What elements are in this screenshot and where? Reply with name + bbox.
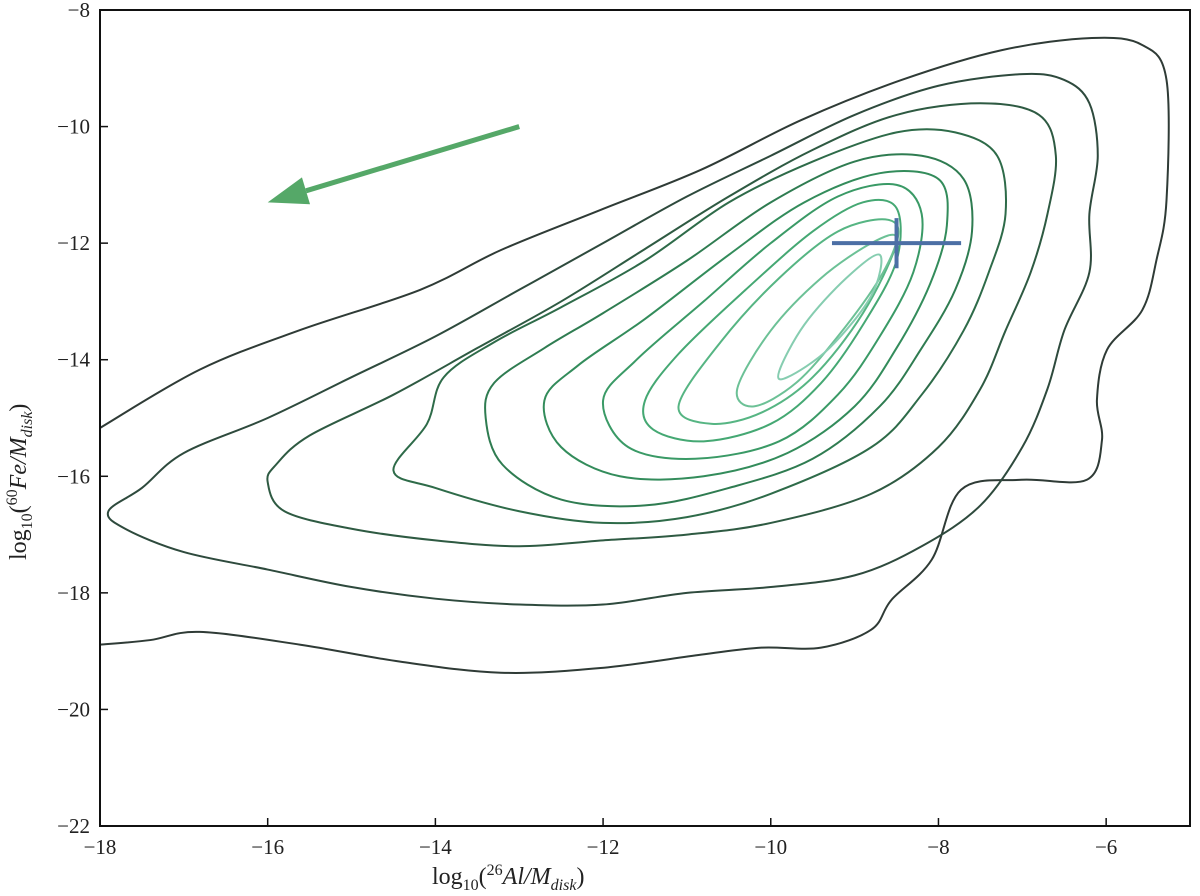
x-label-part: log: [432, 864, 463, 890]
contour-line: [484, 153, 974, 508]
contour-line: [777, 253, 883, 381]
y-label-part: ): [6, 404, 32, 412]
contour-line: [106, 72, 1099, 607]
y-tick-label: −18: [57, 581, 90, 605]
arrow-head: [267, 177, 311, 205]
y-label-part: disk: [19, 411, 36, 438]
x-label-part: Al/M: [501, 864, 553, 890]
contour-line: [99, 36, 1170, 674]
y-label-part: (: [6, 505, 32, 513]
y-tick-label: −14: [57, 348, 90, 372]
x-label-part: ): [576, 864, 584, 890]
y-axis-label: log10(60Fe/Mdisk): [4, 404, 36, 560]
plot-layer: [99, 36, 1170, 674]
x-tick-label: −10: [754, 835, 787, 859]
x-tick-label: −18: [84, 835, 117, 859]
y-tick-label: −12: [57, 231, 90, 255]
x-tick-label: −16: [251, 835, 284, 859]
y-tick-label: −10: [57, 115, 90, 139]
y-tick-label: −16: [57, 464, 90, 488]
x-label-part: disk: [551, 877, 578, 894]
x-label-part: 10: [463, 877, 479, 894]
x-label-part: 26: [487, 862, 503, 879]
contour-line: [735, 233, 898, 408]
contour-line: [266, 102, 1058, 548]
plot-frame: [99, 9, 1191, 827]
y-tick-label: −22: [57, 814, 90, 838]
x-tick-label: −14: [419, 835, 452, 859]
y-label-part: Fe/M: [6, 435, 32, 490]
contour-line: [392, 128, 1007, 525]
y-label-part: 10: [19, 513, 36, 529]
x-tick-label: −12: [587, 835, 620, 859]
x-tick-label: −8: [927, 835, 949, 859]
y-tick-label: −8: [68, 0, 90, 22]
contour-line: [602, 183, 924, 460]
contour-line: [542, 170, 949, 481]
arrow-shaft: [305, 124, 520, 194]
x-label-part: (: [479, 864, 487, 890]
x-tick-label: −6: [1095, 835, 1117, 859]
x-axis-label: log10(26Al/Mdisk): [432, 862, 584, 894]
y-label-part: log: [6, 529, 32, 560]
y-tick-label: −20: [57, 697, 90, 721]
y-label-part: 60: [4, 489, 21, 505]
